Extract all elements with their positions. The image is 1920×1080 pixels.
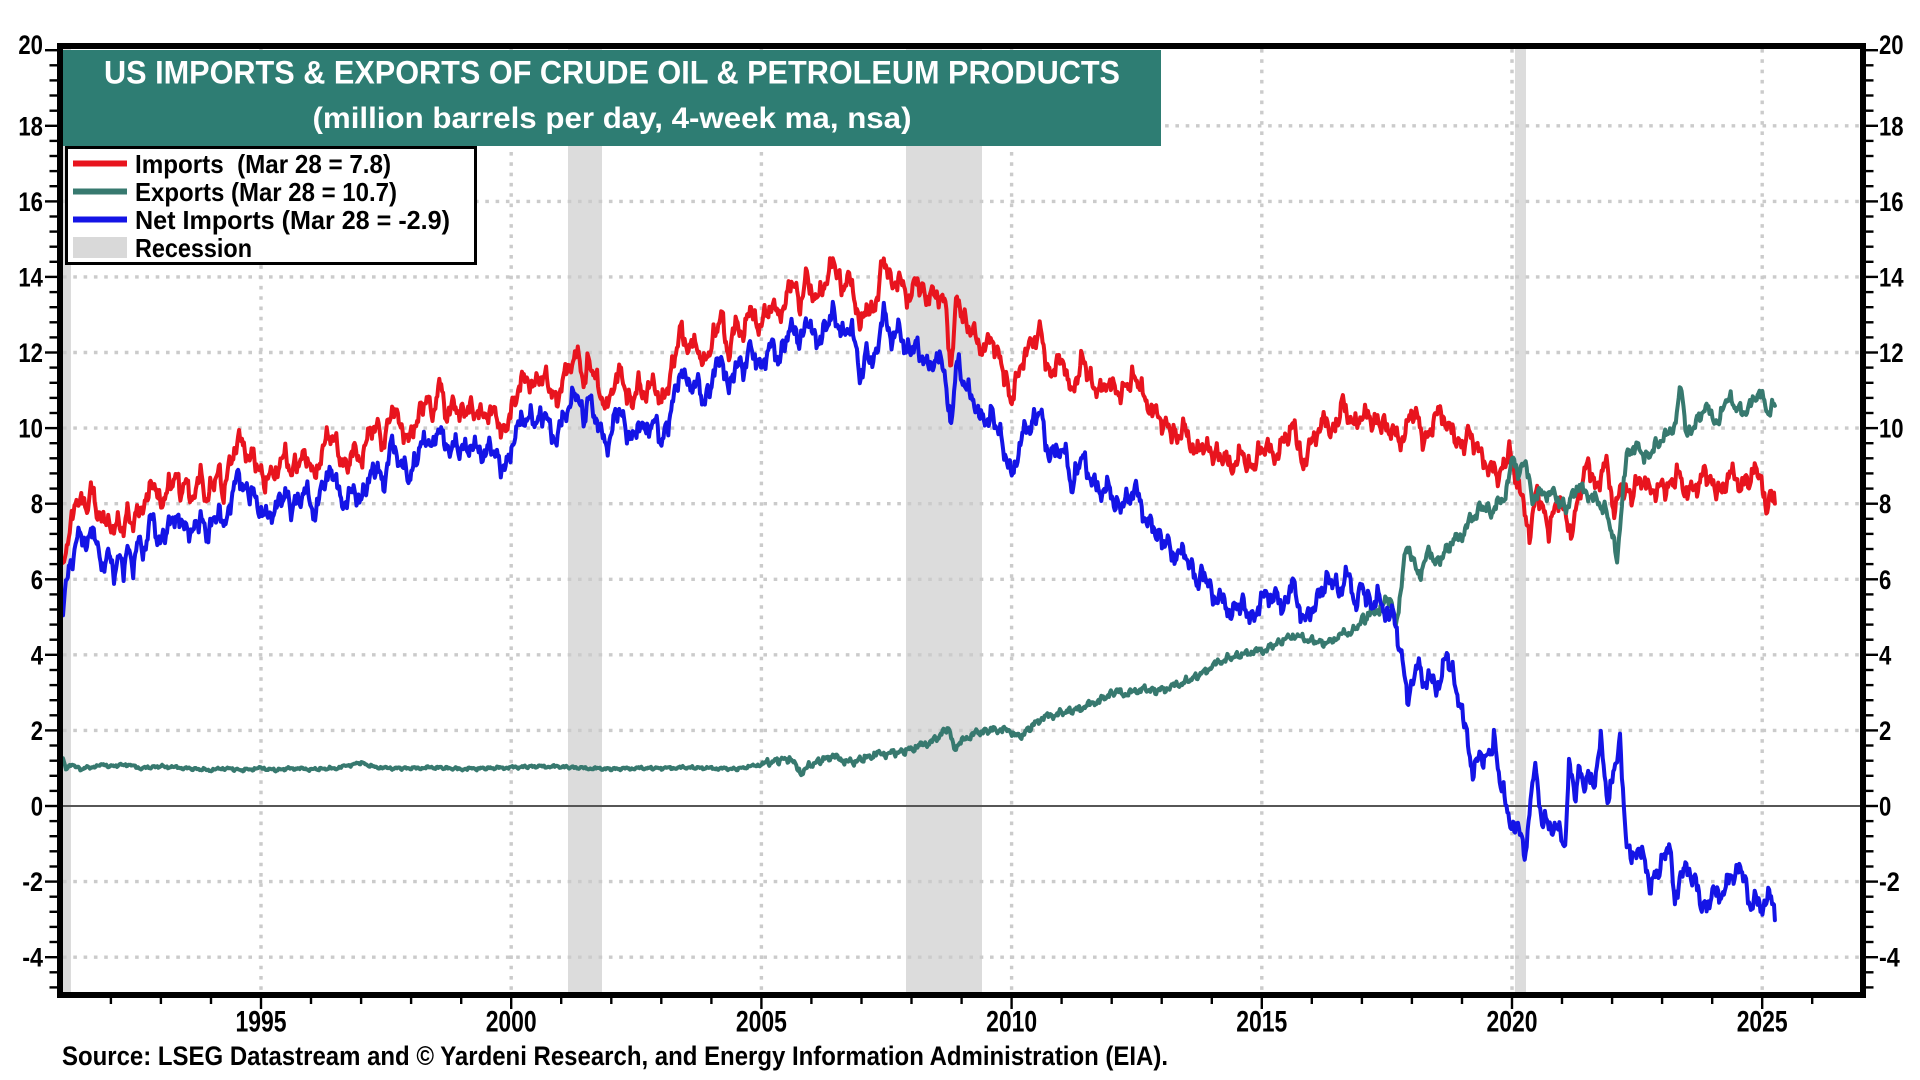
svg-text:Imports (Mar 28 = 7.8): Imports (Mar 28 = 7.8) [135,149,391,179]
svg-text:Net Imports (Mar 28 = -2.9): Net Imports (Mar 28 = -2.9) [135,205,450,235]
svg-text:10: 10 [1879,414,1904,444]
svg-text:6: 6 [31,565,43,595]
svg-text:-2: -2 [22,867,43,897]
svg-text:2: 2 [31,716,43,746]
svg-text:0: 0 [31,792,43,822]
svg-text:2000: 2000 [486,1006,537,1039]
svg-text:14: 14 [18,262,43,292]
svg-text:12: 12 [1879,338,1904,368]
svg-text:18: 18 [18,111,43,141]
svg-text:1995: 1995 [236,1006,287,1039]
svg-text:18: 18 [1879,111,1904,141]
svg-text:4: 4 [1879,640,1891,670]
svg-text:-2: -2 [1879,867,1900,897]
svg-text:2005: 2005 [736,1006,787,1039]
svg-text:2015: 2015 [1236,1006,1287,1039]
svg-text:8: 8 [31,489,43,519]
svg-text:4: 4 [31,640,43,670]
svg-text:16: 16 [18,187,43,217]
svg-text:-4: -4 [22,943,43,973]
svg-text:2: 2 [1879,716,1891,746]
svg-text:16: 16 [1879,187,1904,217]
svg-text:0: 0 [1879,792,1891,822]
svg-text:20: 20 [1879,30,1904,60]
svg-text:8: 8 [1879,489,1891,519]
svg-text:14: 14 [1879,262,1904,292]
svg-text:6: 6 [1879,565,1891,595]
svg-text:2020: 2020 [1487,1006,1538,1039]
svg-text:(million barrels per day, 4-we: (million barrels per day, 4-week ma, nsa… [313,102,912,135]
svg-text:Source: LSEG Datastream and ©: Source: LSEG Datastream and © Yardeni Re… [62,1041,1168,1071]
svg-text:2010: 2010 [986,1006,1037,1039]
svg-text:2025: 2025 [1737,1006,1788,1039]
svg-text:Recession: Recession [135,233,252,263]
svg-text:-4: -4 [1879,943,1900,973]
svg-text:US IMPORTS & EXPORTS OF CRUDE: US IMPORTS & EXPORTS OF CRUDE OIL & PETR… [104,55,1120,91]
svg-text:12: 12 [18,338,43,368]
svg-text:10: 10 [18,414,43,444]
svg-text:20: 20 [18,30,43,60]
svg-text:Exports (Mar 28 = 10.7): Exports (Mar 28 = 10.7) [135,177,397,207]
